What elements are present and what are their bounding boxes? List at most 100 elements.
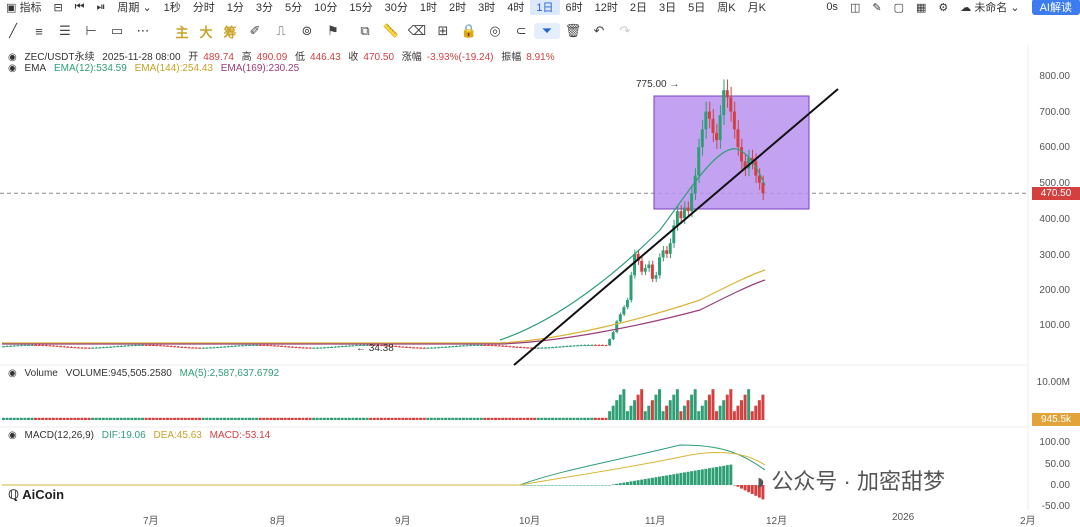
indicators-button[interactable]: ▣ 指标 [6, 2, 42, 14]
horizontal-line-icon[interactable]: ⊢ [85, 23, 97, 38]
current-volume-tag: 945.5k [1032, 413, 1080, 426]
eye-icon[interactable]: ◉ [8, 368, 17, 379]
pattern-icon[interactable]: ⎍ [276, 23, 286, 38]
magnet-icon[interactable]: ⊂ [515, 23, 527, 38]
more-icon[interactable]: ⋯ [136, 23, 150, 38]
interval-3h[interactable]: 3时 [478, 2, 496, 14]
grid-icon[interactable]: ▦ [915, 1, 927, 14]
trendline-icon[interactable]: ╱ [9, 23, 17, 38]
volume-bar [287, 417, 291, 420]
eraser-icon[interactable]: ⌫ [407, 23, 427, 38]
eye-icon[interactable]: ◉ [8, 63, 17, 74]
interval-timeline[interactable]: 分时 [192, 2, 215, 14]
camera-icon[interactable]: ◫ [849, 1, 861, 14]
volume-bar [754, 405, 758, 420]
interval-12h[interactable]: 12时 [594, 2, 618, 14]
brush-icon[interactable]: ✎ [872, 1, 882, 14]
shape-icon[interactable]: ⊚ [301, 23, 313, 38]
candle [636, 253, 640, 261]
candle [176, 346, 180, 348]
volume-bar [223, 417, 227, 420]
interval-30m[interactable]: 30分 [384, 2, 408, 14]
interval-5d[interactable]: 5日 [688, 2, 706, 14]
candle [340, 346, 344, 348]
candle [419, 347, 423, 349]
lock-icon[interactable]: 🔒 [460, 23, 478, 38]
eye-icon[interactable]: ◉ [8, 52, 17, 63]
macd-tick: 100.00 [1039, 437, 1070, 448]
interval-3d[interactable]: 3日 [659, 2, 677, 14]
rewind-icon[interactable]: ⏮ [74, 0, 85, 13]
candle [633, 253, 637, 276]
interval-1h[interactable]: 1时 [419, 2, 438, 14]
candle [308, 347, 312, 349]
candle [615, 321, 619, 333]
interval-1m[interactable]: 1分 [226, 2, 244, 14]
channel-icon[interactable]: ≡ [35, 23, 43, 39]
candle [44, 345, 48, 347]
macd-bar [554, 485, 558, 486]
filter-icon[interactable]: ⏷ [534, 23, 560, 39]
interval-week[interactable]: 周K [717, 2, 736, 14]
volume-bar [686, 400, 690, 420]
candle [643, 268, 647, 272]
chips-button[interactable]: 筹 [223, 24, 237, 40]
measure-icon[interactable]: ⊞ [437, 23, 449, 38]
period-dropdown[interactable]: 周期 ⌄ [117, 2, 152, 14]
macd-bar [707, 468, 711, 485]
candle [397, 346, 401, 348]
interval-1d[interactable]: 1日 [530, 0, 560, 15]
rectangle-icon[interactable]: ▭ [110, 23, 124, 38]
volume-bar [611, 405, 615, 420]
hide-icon[interactable]: ◎ [489, 23, 501, 38]
close-value: 470.50 [363, 52, 395, 63]
interval-3m[interactable]: 3分 [255, 2, 274, 14]
layout-dropdown[interactable]: ☁ 未命名 ⌄ [960, 2, 1020, 14]
candle [483, 344, 487, 346]
candle [169, 346, 173, 348]
big-order-button[interactable]: 大 [199, 24, 213, 40]
interval-2d[interactable]: 2日 [629, 2, 648, 14]
candle [690, 193, 694, 212]
low-value: 446.43 [310, 52, 341, 63]
volume-bar [322, 417, 326, 420]
candle [290, 346, 294, 348]
volume-bar [412, 417, 415, 420]
copy-icon[interactable]: ⧉ [360, 23, 370, 38]
trash-icon[interactable]: 🗑 [564, 23, 582, 38]
compare-icon[interactable]: ⊟ [53, 1, 63, 14]
ruler-icon[interactable]: 📏 [382, 23, 400, 38]
interval-4h[interactable]: 4时 [507, 2, 525, 14]
candle [740, 147, 744, 162]
alert-icon[interactable]: ⚑ [327, 23, 339, 38]
volume-bar [679, 411, 683, 420]
ai-interpret-button[interactable]: AI解读 [1031, 0, 1080, 15]
edit-icon[interactable]: ✐ [249, 23, 261, 38]
undo-icon[interactable]: ↶ [593, 23, 605, 38]
interval-5m[interactable]: 5分 [285, 2, 303, 14]
macd-bar [661, 476, 665, 485]
candle [665, 250, 669, 254]
replay-icon[interactable]: ⏯ [96, 0, 106, 13]
redo-icon[interactable]: ↷ [619, 23, 631, 38]
window-icon[interactable]: ▢ [893, 1, 904, 14]
interval-month[interactable]: 月K [747, 2, 766, 14]
candle [387, 345, 391, 347]
interval-10m[interactable]: 10分 [314, 2, 338, 14]
interval-15m[interactable]: 15分 [349, 2, 373, 14]
eye-icon[interactable]: ◉ [8, 430, 17, 441]
candle [151, 345, 155, 347]
volume-label: Volume [24, 368, 58, 379]
candle [347, 345, 351, 347]
volume-bar [390, 417, 394, 420]
candle [187, 347, 191, 349]
interval-1s[interactable]: 1秒 [163, 2, 181, 14]
interval-6h[interactable]: 6时 [565, 2, 583, 14]
fib-icon[interactable]: ☰ [59, 23, 71, 38]
main-chart-button[interactable]: 主 [175, 24, 189, 40]
volume-bar [276, 417, 280, 420]
settings-icon[interactable]: ⚙ [938, 1, 949, 14]
interval-2h[interactable]: 2时 [449, 2, 467, 14]
